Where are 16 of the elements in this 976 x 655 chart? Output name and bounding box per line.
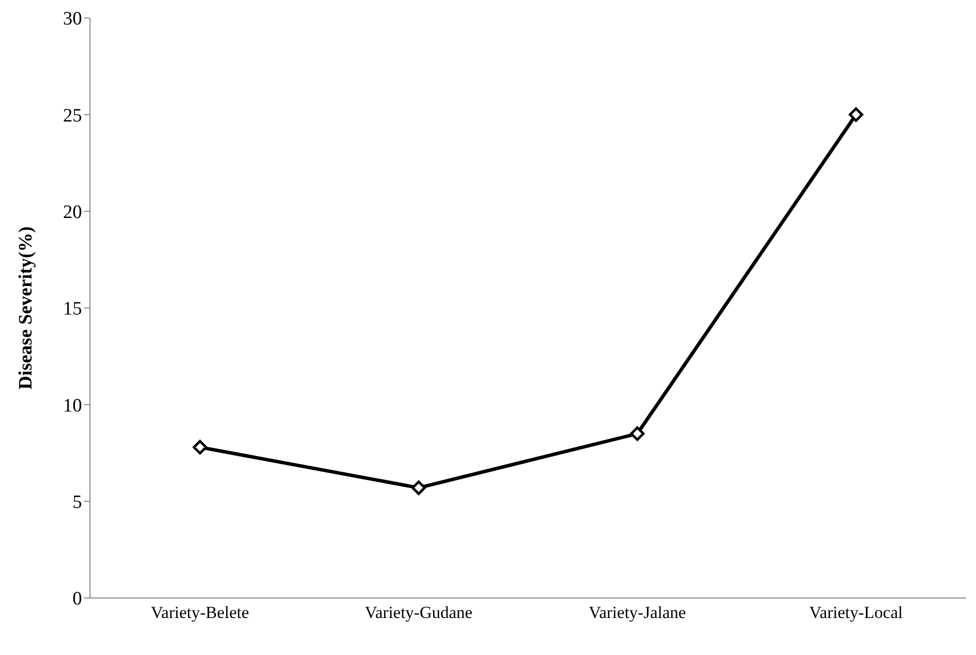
y-axis-title: Disease Severity(%): [16, 226, 37, 390]
y-tick-label: 25: [63, 105, 82, 126]
y-tick-label: 20: [63, 202, 82, 224]
point: [411, 480, 426, 496]
y-tick-label: 5: [72, 492, 82, 514]
x-tick-label: Variety-Jalane: [588, 603, 686, 622]
x-tick-label: Variety-Belete: [150, 603, 250, 622]
y-tick-label: 10: [63, 395, 82, 416]
y-tick-label: 30: [63, 8, 82, 30]
point: [192, 440, 208, 454]
x-tick-label: Variety-Gudane: [364, 603, 472, 622]
y-tick-label: 0: [72, 588, 82, 610]
point: [630, 426, 645, 441]
x-tick-label: Variety-Local: [809, 603, 903, 622]
point: [848, 107, 864, 122]
y-tick-label: 15: [63, 298, 82, 320]
